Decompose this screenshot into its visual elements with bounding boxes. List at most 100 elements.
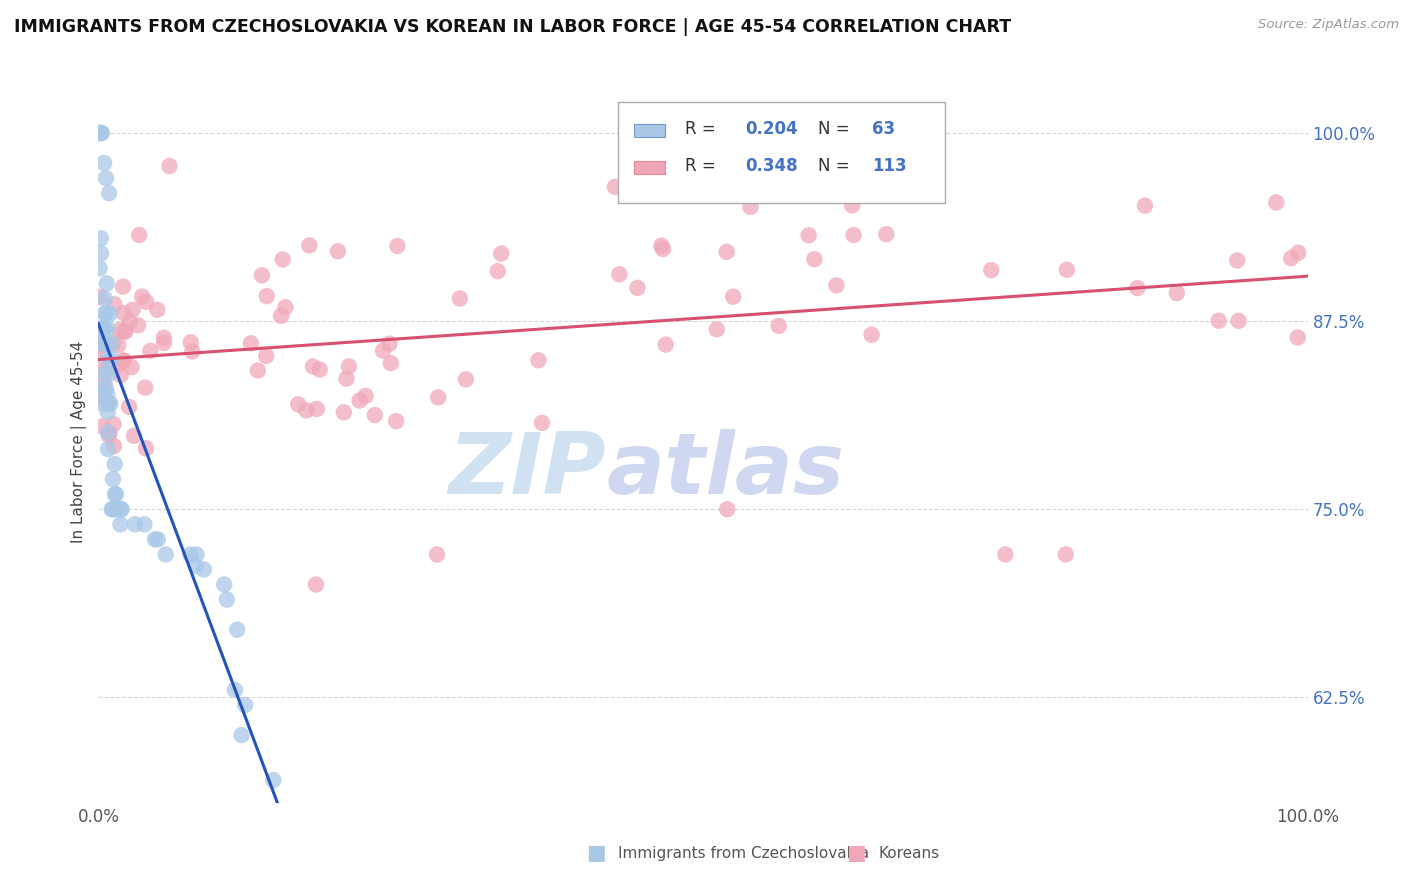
Point [184,558,207,573]
Point [94,307,117,321]
Point [449,292,471,306]
Point [91,321,114,335]
Point [1126,281,1149,295]
Point [91,126,114,140]
Point [97,395,120,409]
Point [94,336,117,351]
Point [107,338,129,352]
FancyBboxPatch shape [634,161,665,174]
Point [118,400,141,414]
Text: 0.348: 0.348 [745,157,799,175]
Point [427,391,450,405]
Text: 63: 63 [872,120,896,137]
Point [486,264,509,278]
Point [128,227,150,242]
Point [380,356,402,370]
Point [93,321,115,335]
Point [333,405,356,419]
Point [841,198,863,212]
Point [302,359,325,374]
Point [89,126,111,140]
Point [97,442,120,456]
Point [93,367,115,381]
Point [93,292,115,306]
Point [103,335,125,350]
Point [97,425,120,440]
Point [101,502,124,516]
Point [326,244,349,259]
Point [215,592,238,607]
Point [90,126,112,140]
Point [797,228,820,243]
Point [146,533,169,547]
Point [131,290,153,304]
Point [907,179,929,194]
Point [298,238,321,252]
Text: ■: ■ [586,843,606,863]
Point [112,353,135,368]
Point [96,277,118,291]
Point [118,315,141,329]
Text: ■: ■ [846,843,866,863]
Point [101,472,124,486]
Point [246,363,269,377]
Point [181,344,204,359]
Point [706,322,728,336]
Text: Immigrants from Czechoslovakia: Immigrants from Czechoslovakia [619,846,869,861]
Point [94,359,117,373]
Text: N =: N = [818,120,855,137]
Point [349,393,371,408]
Point [378,336,401,351]
Point [650,239,672,253]
Point [1133,199,1156,213]
Point [124,517,146,532]
Point [212,577,235,591]
Point [1226,253,1249,268]
Point [90,343,112,358]
Point [134,517,156,532]
Point [980,263,1002,277]
FancyBboxPatch shape [634,124,665,136]
Point [121,360,143,375]
Point [104,457,127,471]
Point [1265,195,1288,210]
Point [122,429,145,443]
Point [89,126,111,140]
Point [110,517,132,532]
Text: atlas: atlas [606,429,845,512]
Point [127,318,149,333]
Point [110,502,132,516]
Point [239,336,262,351]
Point [1056,262,1078,277]
Point [89,126,111,140]
Point [89,261,111,276]
Point [262,773,284,788]
Point [875,227,897,242]
Point [121,302,143,317]
Point [287,397,309,411]
Text: Koreans: Koreans [879,846,939,861]
Point [740,200,762,214]
Point [91,321,114,335]
Point [107,357,129,371]
Point [254,349,277,363]
Point [768,318,790,333]
Point [97,321,120,335]
Point [603,179,626,194]
Point [89,338,111,352]
Point [716,244,738,259]
Point [716,502,738,516]
Point [135,294,157,309]
Text: IMMIGRANTS FROM CZECHOSLOVAKIA VS KOREAN IN LABOR FORCE | AGE 45-54 CORRELATION : IMMIGRANTS FROM CZECHOSLOVAKIA VS KOREAN… [14,18,1011,36]
Point [110,368,132,383]
Point [91,321,114,335]
Point [1286,245,1309,260]
Point [159,159,181,173]
Point [179,548,201,562]
Point [527,353,550,368]
Point [654,337,676,351]
Point [98,307,121,321]
Point [103,417,125,432]
Y-axis label: In Labor Force | Age 45-54: In Labor Force | Age 45-54 [70,341,87,542]
Point [256,289,278,303]
